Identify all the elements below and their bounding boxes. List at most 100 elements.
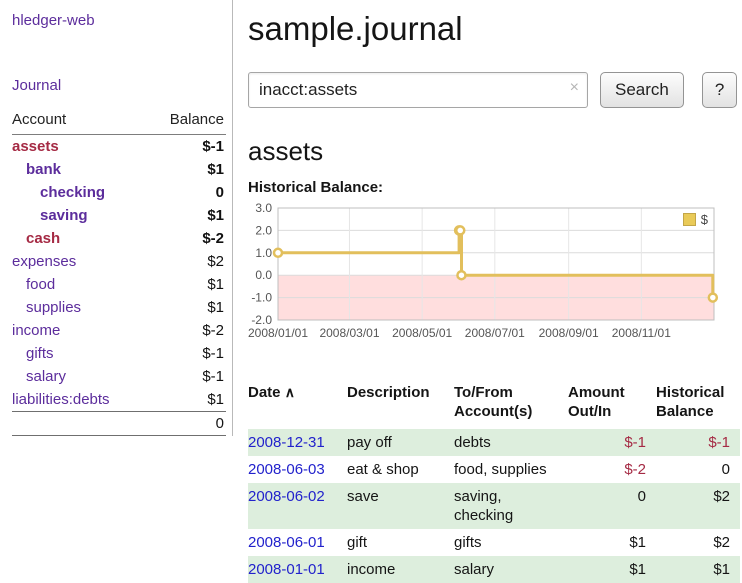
- account-link-checking[interactable]: checking: [40, 184, 106, 201]
- account-row: supplies $1: [12, 296, 226, 319]
- svg-text:2008/01/01: 2008/01/01: [248, 326, 308, 340]
- account-row: expenses $2: [12, 250, 226, 273]
- register-balance: $1: [713, 561, 730, 578]
- account-link-cash[interactable]: cash: [26, 230, 61, 247]
- register-description: gift: [347, 534, 368, 551]
- register-date-cell: 2008-06-01: [248, 529, 347, 556]
- register-table: Date ∧ Description To/From Account(s) Am…: [248, 381, 740, 583]
- transaction-date-link[interactable]: 2008-01-01: [248, 561, 325, 578]
- account-link-liabilities-debts[interactable]: liabilities:debts: [12, 391, 110, 408]
- account-link-salary[interactable]: salary: [26, 368, 67, 385]
- accounts-total-spacer: [12, 411, 149, 436]
- register-account: gifts: [454, 534, 482, 551]
- register-description: eat & shop: [347, 461, 419, 478]
- date-header-label: Date: [248, 384, 281, 401]
- register-amount: 0: [637, 488, 646, 505]
- transaction-date-link[interactable]: 2008-06-03: [248, 461, 325, 478]
- register-header-row: Date ∧ Description To/From Account(s) Am…: [248, 381, 740, 429]
- search-box: ×: [248, 72, 588, 108]
- account-balance: $-1: [202, 345, 224, 362]
- account-balance: $1: [207, 391, 224, 408]
- account-link-assets[interactable]: assets: [12, 138, 59, 155]
- account-link-income[interactable]: income: [12, 322, 61, 339]
- transaction-date-link[interactable]: 2008-12-31: [248, 434, 325, 451]
- account-row: assets $-1: [12, 135, 226, 159]
- register-account: food, supplies: [454, 461, 547, 478]
- account-link-supplies[interactable]: supplies: [26, 299, 82, 316]
- register-date-cell: 2008-12-31: [248, 429, 347, 456]
- transaction-date-link[interactable]: 2008-06-02: [248, 488, 325, 505]
- svg-text:0.0: 0.0: [255, 268, 272, 282]
- svg-text:3.0: 3.0: [255, 202, 272, 215]
- register-row: 2008-06-03 eat & shop food, supplies $-2 0: [248, 456, 740, 483]
- register-account: debts: [454, 434, 491, 451]
- accounts-total-row: 0: [12, 411, 226, 436]
- legend-label: $: [700, 212, 708, 227]
- svg-text:2.0: 2.0: [255, 223, 272, 237]
- account-balance: $1: [207, 276, 224, 293]
- register-account: salary: [454, 561, 495, 578]
- account-balance: $-1: [202, 368, 224, 385]
- account-row: saving $1: [12, 204, 226, 227]
- transaction-date-link[interactable]: 2008-06-01: [248, 534, 325, 551]
- account-link-expenses[interactable]: expenses: [12, 253, 77, 270]
- account-link-bank[interactable]: bank: [26, 161, 62, 178]
- nav-journal-link[interactable]: Journal: [12, 77, 62, 94]
- register-date-cell: 2008-01-01: [248, 556, 347, 583]
- register-header-amount: Amount Out/In: [568, 384, 625, 420]
- account-row: checking 0: [12, 181, 226, 204]
- clear-search-icon[interactable]: ×: [569, 79, 579, 96]
- svg-text:-1.0: -1.0: [251, 291, 272, 305]
- account-balance: $1: [207, 161, 224, 178]
- account-row: liabilities:debts $1: [12, 388, 226, 412]
- accounts-table-body: assets $-1 bank $1 checking 0 saving $1 cash $-2 e…: [12, 135, 226, 412]
- register-amount: $1: [629, 534, 646, 551]
- account-link-gifts[interactable]: gifts: [26, 345, 54, 362]
- register-row: 2008-12-31 pay off debts $-1 $-1: [248, 429, 740, 456]
- svg-text:-2.0: -2.0: [251, 313, 272, 327]
- register-date-cell: 2008-06-02: [248, 483, 347, 529]
- search-button[interactable]: Search: [600, 72, 684, 108]
- register-description: pay off: [347, 434, 392, 451]
- accounts-header-balance: Balance: [148, 108, 226, 135]
- account-balance: $2: [207, 253, 224, 270]
- register-header-account: To/From Account(s): [454, 384, 533, 420]
- register-row: 2008-01-01 income salary $1 $1: [248, 556, 740, 583]
- register-header-date[interactable]: Date ∧: [248, 381, 347, 429]
- sidebar: hledger-web Journal Account Balance asse…: [0, 0, 233, 436]
- register-amount: $-1: [624, 434, 646, 451]
- register-account: saving, checking: [454, 488, 514, 524]
- accounts-total-value: 0: [148, 411, 226, 436]
- account-link-saving[interactable]: saving: [40, 207, 88, 224]
- account-row: bank $1: [12, 158, 226, 181]
- register-amount: $-2: [624, 461, 646, 478]
- account-balance: $-2: [202, 322, 224, 339]
- svg-text:2008/03/01: 2008/03/01: [319, 326, 379, 340]
- help-button[interactable]: ?: [701, 72, 738, 108]
- account-link-food[interactable]: food: [26, 276, 56, 293]
- register-date-cell: 2008-06-03: [248, 456, 347, 483]
- register-description: save: [347, 488, 379, 505]
- svg-text:2008/07/01: 2008/07/01: [465, 326, 525, 340]
- register-balance: $2: [713, 534, 730, 551]
- legend-color-swatch: [682, 213, 696, 226]
- page-title: sample.journal: [248, 10, 463, 47]
- main-content: sample.journal × Search ? assets Histori…: [233, 0, 742, 583]
- register-row: 2008-06-02 save saving, checking 0 $2: [248, 483, 740, 529]
- account-balance: $1: [207, 299, 224, 316]
- search-form: × Search ?: [248, 72, 742, 108]
- register-header-balance: Historical Balance: [656, 384, 725, 420]
- svg-text:2008/05/01: 2008/05/01: [392, 326, 452, 340]
- account-balance: 0: [215, 184, 224, 201]
- register-balance: 0: [721, 461, 730, 478]
- account-heading: assets: [248, 136, 324, 166]
- account-row: food $1: [12, 273, 226, 296]
- app-title-link[interactable]: hledger-web: [12, 12, 95, 29]
- svg-text:2008/09/01: 2008/09/01: [539, 326, 599, 340]
- svg-text:1.0: 1.0: [255, 246, 272, 260]
- account-balance: $-1: [202, 138, 224, 155]
- search-input[interactable]: [248, 72, 588, 108]
- account-balance: $-2: [202, 230, 224, 247]
